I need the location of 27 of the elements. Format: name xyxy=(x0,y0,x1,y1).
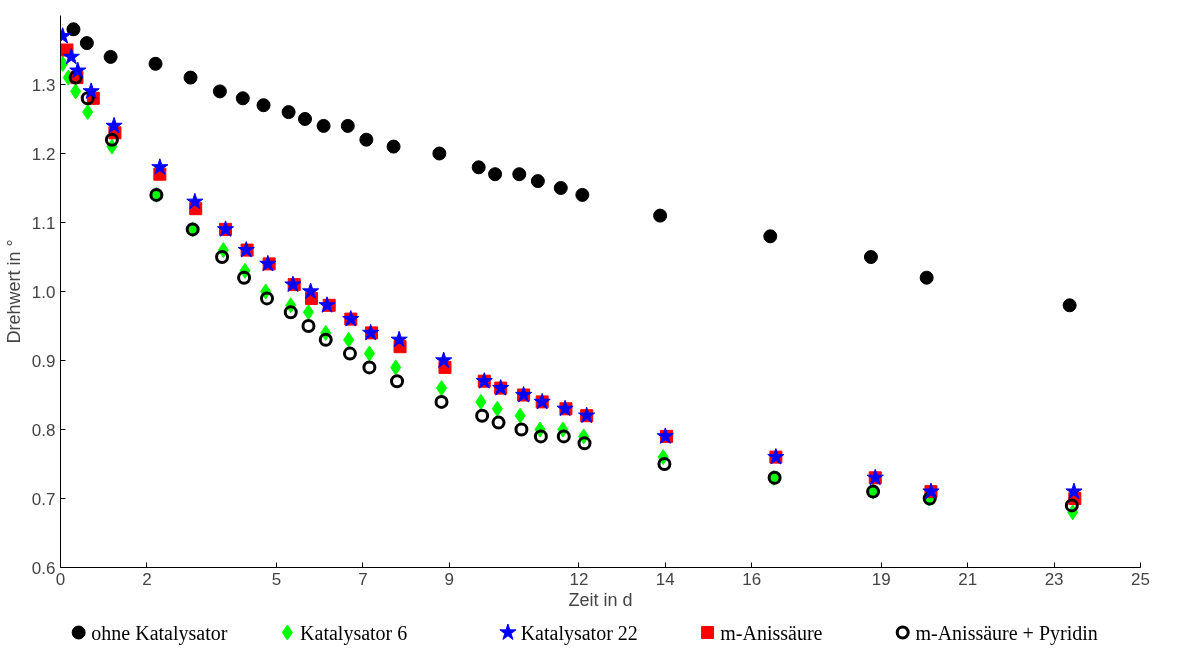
y-tick-label: 0.9 xyxy=(31,351,56,371)
x-tick-label: 7 xyxy=(358,569,368,589)
x-tick-label: 12 xyxy=(569,569,589,589)
y-tick-label: 1.2 xyxy=(31,144,56,164)
legend-label: Katalysator 22 xyxy=(520,621,638,645)
y-axis-title: Drehwert in ° xyxy=(3,239,24,344)
x-tick-label: 0 xyxy=(55,569,66,589)
legend-label: Katalysator 6 xyxy=(300,621,408,645)
y-tick-label: 0.6 xyxy=(31,558,56,578)
x-tick-label: 19 xyxy=(871,569,891,589)
y-tick-label: 1.1 xyxy=(31,213,56,233)
x-tick-label: 23 xyxy=(1044,569,1064,589)
y-tick-label: 1.3 xyxy=(31,75,56,95)
y-tick-label: 0.8 xyxy=(31,420,56,440)
y-tick-label: 1.0 xyxy=(31,282,56,302)
x-axis-title: Zeit in d xyxy=(568,589,633,610)
x-tick-label: 2 xyxy=(142,569,152,589)
x-tick-label: 14 xyxy=(655,569,675,589)
x-tick-label: 9 xyxy=(444,569,455,589)
x-tick-label: 25 xyxy=(1131,569,1150,589)
x-tick-label: 5 xyxy=(271,569,282,589)
legend-label: ohne Katalysator xyxy=(91,621,228,645)
x-tick-label: 16 xyxy=(742,569,762,589)
legend-label: m-Anissäure + Pyridin xyxy=(915,621,1098,645)
x-tick-label: 21 xyxy=(958,569,978,589)
y-tick-label: 0.7 xyxy=(31,489,56,509)
legend-label: m-Anissäure xyxy=(720,621,823,644)
